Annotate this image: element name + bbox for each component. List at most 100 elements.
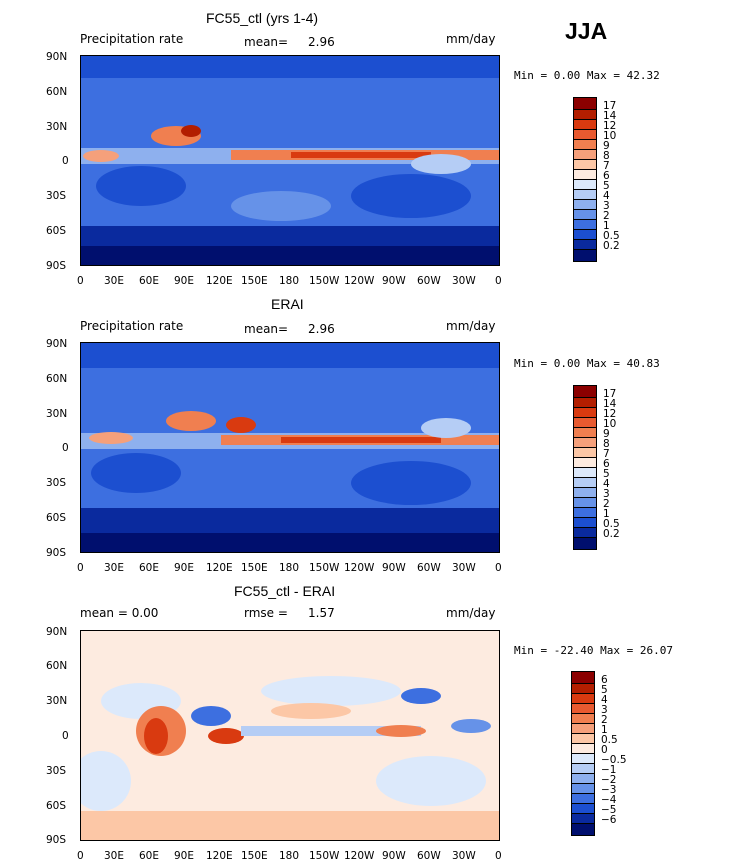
lon-tick: 0 bbox=[495, 275, 502, 287]
lon-tick: 150E bbox=[241, 275, 268, 287]
precip-map bbox=[80, 55, 500, 266]
colorbar-swatch bbox=[574, 98, 596, 109]
colorbar-label: 3 bbox=[601, 704, 608, 716]
lon-tick: 30E bbox=[104, 562, 124, 574]
colorbar-swatch bbox=[574, 219, 596, 229]
colorbar-swatch bbox=[574, 487, 596, 497]
lat-tick: 60S bbox=[46, 512, 67, 524]
lon-tick: 60W bbox=[417, 850, 441, 862]
colorbar-label: −3 bbox=[601, 784, 617, 796]
colorbar-label: 0 bbox=[601, 744, 608, 756]
colorbar-swatch bbox=[574, 537, 596, 549]
colorbar-swatch bbox=[574, 149, 596, 159]
lon-tick: 30W bbox=[452, 850, 476, 862]
mean-label: mean= bbox=[244, 322, 289, 336]
colorbar-label: 0.2 bbox=[603, 240, 620, 252]
lat-tick: 0 bbox=[62, 155, 69, 167]
lat-tick: 30N bbox=[46, 121, 68, 133]
colorbar-label: −5 bbox=[601, 804, 617, 816]
colorbar-label: 12 bbox=[603, 120, 617, 132]
colorbar-label: 2 bbox=[603, 498, 610, 510]
colorbar-swatch bbox=[572, 693, 594, 703]
colorbar-label: 17 bbox=[603, 388, 617, 400]
units-label: mm/day bbox=[446, 319, 496, 333]
lat-tick: 60N bbox=[46, 660, 68, 672]
lon-tick: 60W bbox=[417, 562, 441, 574]
lat-tick: 0 bbox=[62, 442, 69, 454]
colorbar-label: 4 bbox=[603, 190, 610, 202]
colorbar-label: 14 bbox=[603, 398, 617, 410]
colorbar-label: 4 bbox=[601, 694, 608, 706]
mean-value: 2.96 bbox=[308, 322, 335, 336]
colorbar-label: 1 bbox=[601, 724, 608, 736]
lon-tick: 150W bbox=[309, 275, 340, 287]
colorbar-swatch bbox=[572, 813, 594, 823]
lon-tick: 30W bbox=[452, 562, 476, 574]
lon-tick: 90W bbox=[382, 275, 406, 287]
lat-tick: 60N bbox=[46, 86, 68, 98]
colorbar-swatch bbox=[574, 199, 596, 209]
colorbar-label: 6 bbox=[603, 170, 610, 182]
lon-tick: 120E bbox=[206, 275, 233, 287]
lon-tick: 0 bbox=[77, 275, 84, 287]
lon-tick: 120W bbox=[344, 562, 375, 574]
colorbar-label: 0.5 bbox=[603, 230, 620, 242]
lon-tick: 120W bbox=[344, 850, 375, 862]
lat-tick: 90S bbox=[46, 547, 67, 559]
difference-map bbox=[80, 630, 500, 841]
field-label: Precipitation rate bbox=[80, 319, 184, 333]
colorbar-swatch bbox=[574, 169, 596, 179]
colorbar-label: −1 bbox=[601, 764, 617, 776]
colorbar-swatch bbox=[572, 753, 594, 763]
colorbar-label: −4 bbox=[601, 794, 617, 806]
panel-title: FC55_ctl (yrs 1-4) bbox=[206, 10, 319, 26]
season-label: JJA bbox=[565, 18, 608, 44]
colorbar-swatch bbox=[574, 189, 596, 199]
colorbar-label: 8 bbox=[603, 438, 610, 450]
precip-map-field bbox=[81, 343, 499, 552]
colorbar-swatch bbox=[572, 763, 594, 773]
lat-tick: 90N bbox=[46, 51, 68, 63]
colorbar-swatch bbox=[574, 159, 596, 169]
colorbar-label: 7 bbox=[603, 160, 610, 172]
lon-tick: 90E bbox=[174, 275, 194, 287]
lon-tick: 0 bbox=[495, 562, 502, 574]
colorbar-swatch bbox=[572, 703, 594, 713]
lon-tick: 150E bbox=[241, 562, 268, 574]
colorbar-label: 3 bbox=[603, 200, 610, 212]
lat-tick: 60S bbox=[46, 225, 67, 237]
colorbar-swatch bbox=[572, 803, 594, 813]
colorbar-swatch bbox=[574, 239, 596, 249]
lat-tick: 30S bbox=[46, 190, 67, 202]
colorbar bbox=[573, 385, 597, 550]
colorbar-swatch bbox=[572, 733, 594, 743]
colorbar-swatch bbox=[574, 397, 596, 407]
colorbar-swatch bbox=[574, 477, 596, 487]
colorbar-label: 17 bbox=[603, 100, 617, 112]
colorbar-swatch bbox=[574, 427, 596, 437]
colorbar-label: 5 bbox=[603, 468, 610, 480]
lat-tick: 90S bbox=[46, 260, 67, 272]
precip-map bbox=[80, 342, 500, 553]
colorbar-label: 6 bbox=[603, 458, 610, 470]
colorbar-swatch bbox=[572, 683, 594, 693]
min-max-label: Min = 0.00 Max = 40.83 bbox=[514, 357, 660, 370]
lon-tick: 0 bbox=[77, 562, 84, 574]
colorbar-swatch bbox=[574, 139, 596, 149]
colorbar-label: 1 bbox=[603, 220, 610, 232]
colorbar-swatch bbox=[574, 129, 596, 139]
colorbar-swatch bbox=[572, 783, 594, 793]
lat-tick: 0 bbox=[62, 730, 69, 742]
lon-tick: 90E bbox=[174, 850, 194, 862]
mean-value: 2.96 bbox=[308, 35, 335, 49]
colorbar bbox=[573, 97, 597, 262]
colorbar-label: −0.5 bbox=[601, 754, 627, 766]
panel-title: FC55_ctl - ERAI bbox=[234, 583, 336, 599]
lat-tick: 60S bbox=[46, 800, 67, 812]
colorbar-label: 5 bbox=[603, 180, 610, 192]
colorbar-label: 2 bbox=[603, 210, 610, 222]
lon-tick: 180 bbox=[279, 275, 300, 287]
mean-stat-label: mean = 0.00 bbox=[80, 606, 159, 620]
lon-tick: 90W bbox=[382, 562, 406, 574]
lat-tick: 30N bbox=[46, 408, 68, 420]
